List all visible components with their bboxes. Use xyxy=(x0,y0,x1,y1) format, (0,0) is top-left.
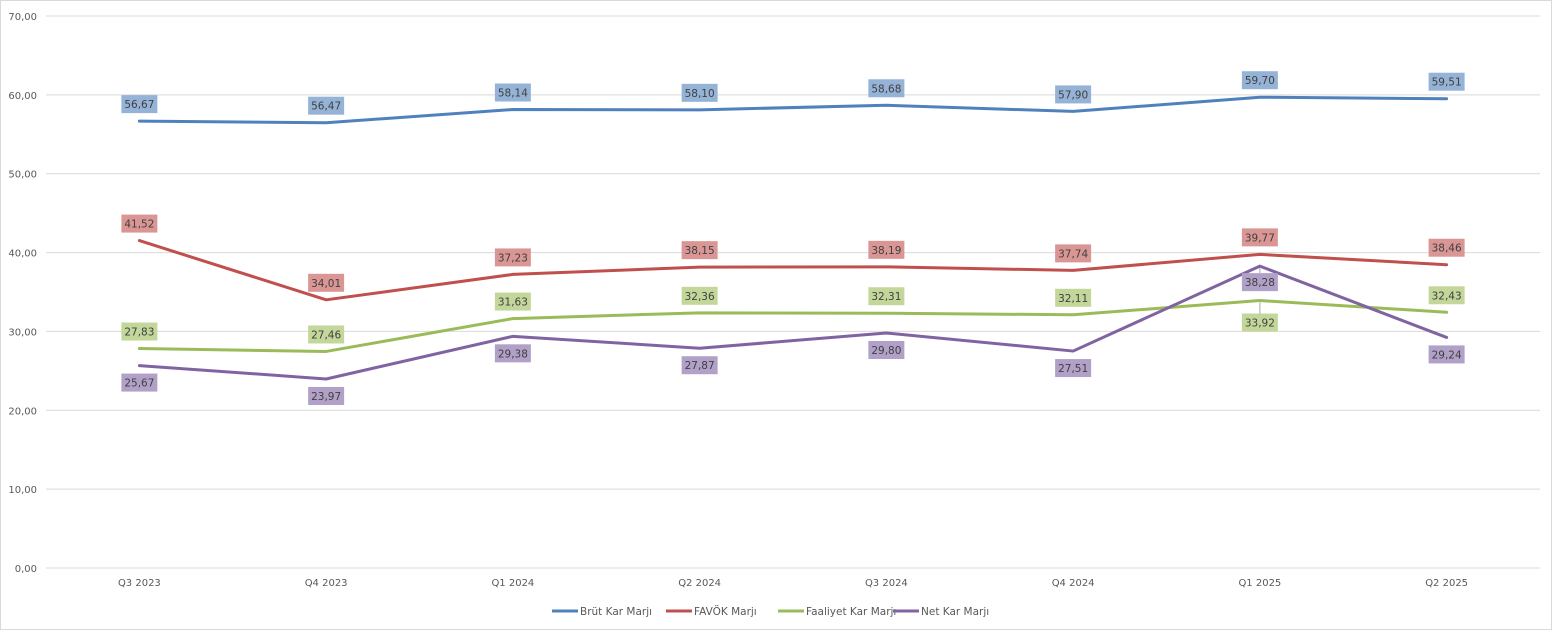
data-label: 56,67 xyxy=(124,99,154,111)
data-label: 57,90 xyxy=(1058,89,1088,101)
data-label: 32,31 xyxy=(871,291,901,303)
data-label-bg xyxy=(1428,238,1465,257)
data-label-bg xyxy=(868,79,905,98)
x-tick-label: Q2 2025 xyxy=(1425,578,1468,589)
data-label-bg xyxy=(681,241,718,260)
data-label: 34,01 xyxy=(311,278,341,290)
data-label: 25,67 xyxy=(124,378,154,390)
data-label-bg xyxy=(868,240,905,259)
y-tick-label: 10,00 xyxy=(8,485,37,496)
series-line-3 xyxy=(137,264,1449,381)
data-label-bg xyxy=(868,341,905,360)
data-label-bg xyxy=(308,386,345,405)
data-label-bg xyxy=(494,292,531,311)
legend-label: Net Kar Marjı xyxy=(921,606,989,618)
data-label-bg xyxy=(121,214,158,233)
data-label: 32,36 xyxy=(685,291,715,303)
data-label: 27,83 xyxy=(124,327,154,339)
data-label: 38,46 xyxy=(1432,243,1462,255)
y-tick-label: 50,00 xyxy=(8,170,37,181)
data-label-bg xyxy=(121,322,158,341)
x-tick-label: Q3 2023 xyxy=(118,578,161,589)
series-line-0 xyxy=(137,95,1449,125)
data-label-bg xyxy=(308,96,345,115)
data-label: 38,28 xyxy=(1245,277,1275,289)
x-tick-label: Q4 2024 xyxy=(1052,578,1095,589)
data-label: 27,51 xyxy=(1058,363,1088,375)
data-label: 29,80 xyxy=(871,345,901,357)
data-label: 29,38 xyxy=(498,348,528,360)
data-label: 31,63 xyxy=(498,297,528,309)
data-label: 38,15 xyxy=(685,245,715,257)
x-tick-label: Q1 2025 xyxy=(1238,578,1281,589)
data-label: 56,47 xyxy=(311,101,341,113)
data-label-bg xyxy=(308,273,345,292)
data-label: 29,24 xyxy=(1432,349,1462,361)
data-label: 32,11 xyxy=(1058,293,1088,305)
series-line-1 xyxy=(137,239,1449,302)
data-label: 58,68 xyxy=(871,83,901,95)
y-tick-label: 60,00 xyxy=(8,91,37,102)
data-label: 33,92 xyxy=(1245,318,1275,330)
data-label-bg xyxy=(1428,72,1465,91)
data-label: 38,19 xyxy=(871,245,901,257)
data-label-bg xyxy=(1241,71,1278,90)
data-label-bg xyxy=(1241,313,1278,332)
data-label-bg xyxy=(681,356,718,375)
data-label-bg xyxy=(308,325,345,344)
data-label: 41,52 xyxy=(124,219,154,231)
y-tick-label: 70,00 xyxy=(8,12,37,23)
data-label-bg xyxy=(494,344,531,363)
series-line-2 xyxy=(137,299,1449,353)
x-tick-label: Q1 2024 xyxy=(491,578,534,589)
data-label-bg xyxy=(1428,286,1465,305)
legend-label: FAVÖK Marjı xyxy=(694,605,757,618)
data-label-bg xyxy=(1055,85,1092,104)
y-tick-label: 30,00 xyxy=(8,327,37,338)
data-label: 39,77 xyxy=(1245,232,1275,244)
x-tick-label: Q4 2023 xyxy=(305,578,348,589)
x-tick-label: Q2 2024 xyxy=(678,578,721,589)
data-label: 59,51 xyxy=(1432,77,1462,89)
data-label-bg xyxy=(868,287,905,306)
data-label: 32,43 xyxy=(1432,290,1462,302)
data-label: 27,46 xyxy=(311,329,341,341)
data-label-bg xyxy=(1428,345,1465,364)
data-label-bg xyxy=(1055,288,1092,307)
data-label: 58,14 xyxy=(498,88,528,100)
data-label-bg xyxy=(121,95,158,114)
data-label: 27,87 xyxy=(685,360,715,372)
legend-label: Faaliyet Kar Marjı xyxy=(806,606,896,618)
data-label-bg xyxy=(1055,244,1092,263)
data-label-bg xyxy=(681,83,718,102)
y-tick-label: 0,00 xyxy=(15,564,37,575)
data-label-bg xyxy=(681,286,718,305)
data-label-bg xyxy=(121,373,158,392)
data-label: 59,70 xyxy=(1245,75,1275,87)
y-tick-label: 40,00 xyxy=(8,249,37,260)
data-label: 37,74 xyxy=(1058,248,1088,260)
y-tick-label: 20,00 xyxy=(8,406,37,417)
x-tick-label: Q3 2024 xyxy=(865,578,908,589)
data-label-bg xyxy=(1055,359,1092,378)
data-label: 23,97 xyxy=(311,391,341,403)
data-label: 58,10 xyxy=(685,88,715,100)
data-label-bg xyxy=(494,83,531,102)
data-label-bg xyxy=(1241,273,1278,292)
data-label-bg xyxy=(494,248,531,267)
data-label-bg xyxy=(1241,228,1278,247)
legend-label: Brüt Kar Marjı xyxy=(580,606,652,618)
data-label: 37,23 xyxy=(498,252,528,264)
